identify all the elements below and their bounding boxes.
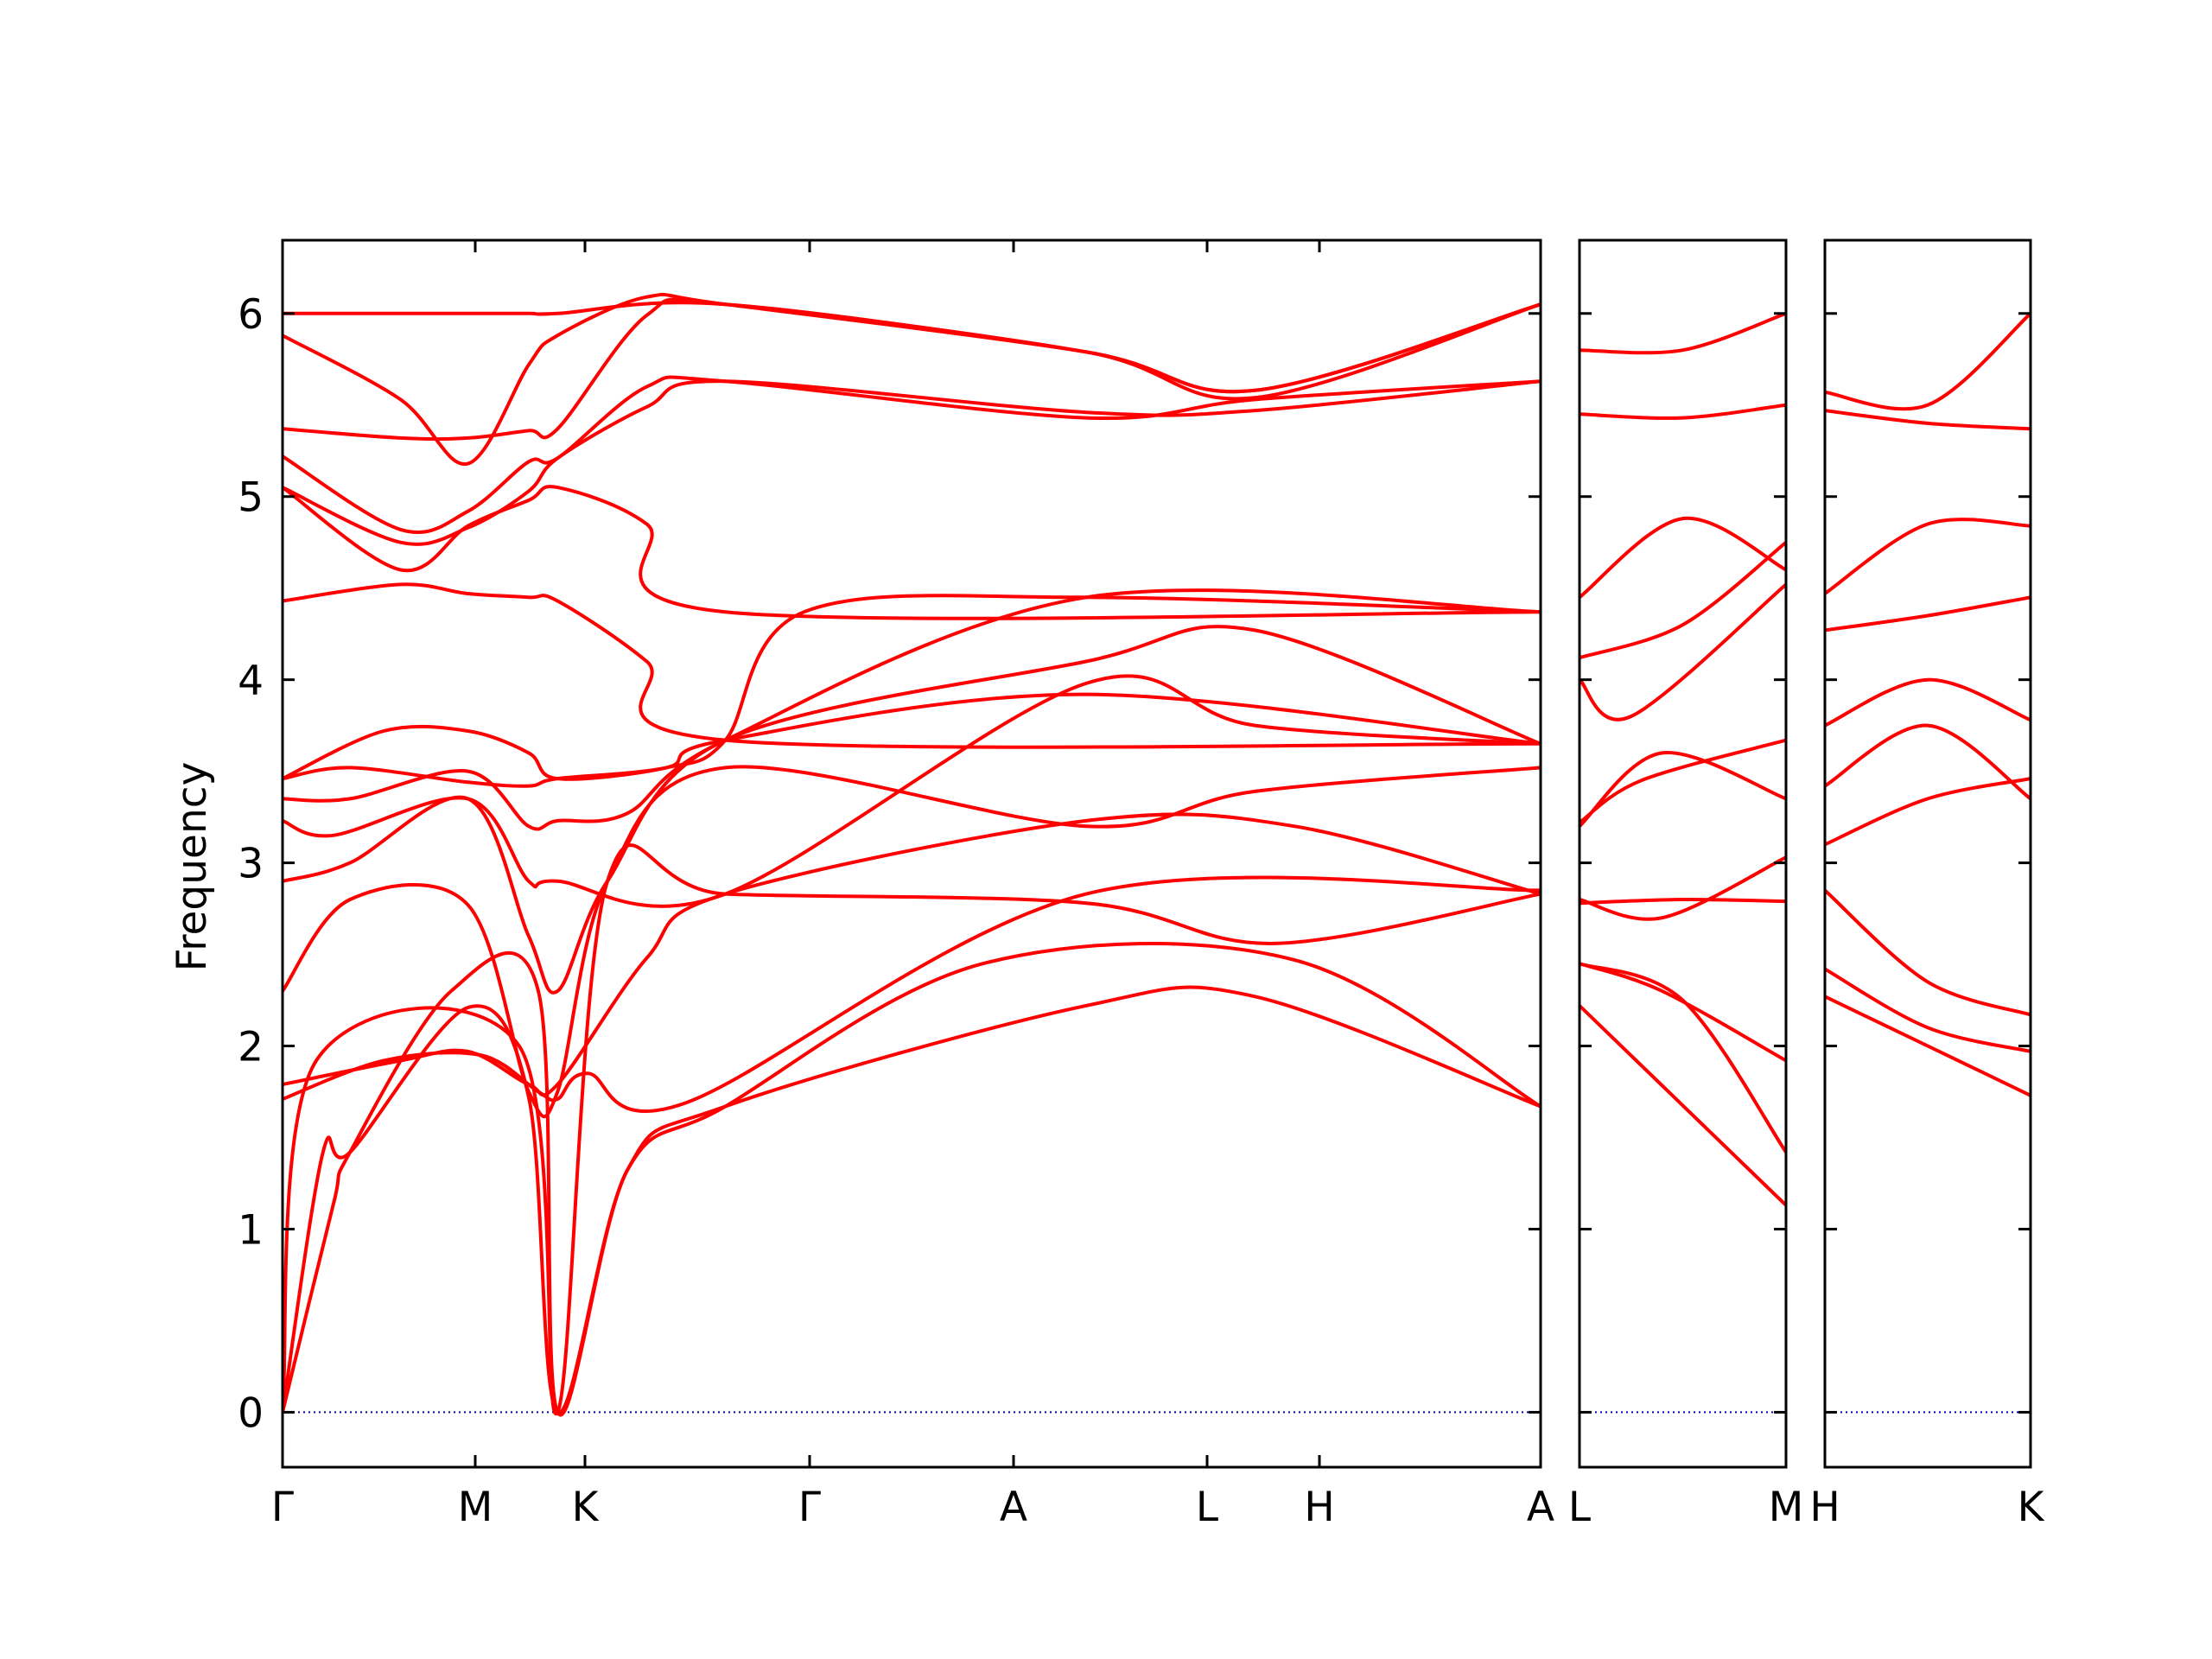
band-line-9: [1580, 540, 1786, 660]
band-line-8: [1825, 518, 2031, 595]
band-line-1: [1580, 1003, 1786, 1207]
y-tick-label-5: 5: [238, 474, 264, 522]
band-line-9: [1825, 409, 2031, 431]
band-line-7: [1580, 738, 1786, 824]
band-line-6: [1580, 751, 1786, 829]
band-line-1: [283, 950, 1541, 1417]
k-point-label-1-6: L: [1196, 1484, 1218, 1531]
bands: [1580, 311, 1786, 1207]
band-line-4: [1825, 777, 2031, 847]
band-line-1: [1825, 995, 2031, 1097]
panel-frame: [1578, 238, 1788, 1469]
band-line-16: [283, 297, 1541, 442]
band-line-3: [1580, 962, 1786, 1063]
k-point-label-1-7: H: [1304, 1484, 1334, 1531]
y-tick-label-4: 4: [238, 658, 264, 705]
k-point-label-3-1: H: [1809, 1484, 1840, 1531]
band-line-10: [1825, 311, 2031, 411]
band-line-9: [283, 588, 1541, 831]
band-line-7: [1825, 595, 2031, 632]
band-line-3: [1825, 888, 2031, 1017]
band-line-11: [1580, 403, 1786, 420]
bands: [283, 292, 1541, 1417]
band-line-2: [283, 942, 1541, 1414]
y-axis-label: Frequency: [168, 762, 216, 972]
k-point-label-1-4: Γ: [798, 1484, 821, 1531]
band-line-4: [283, 875, 1541, 1114]
k-point-label-1-3: K: [572, 1484, 600, 1531]
band-line-11: [283, 692, 1541, 781]
panel-frame: [1823, 238, 2032, 1469]
band-line-5: [1825, 723, 2031, 801]
band-line-10: [1580, 516, 1786, 600]
band-line-6: [283, 765, 1541, 1119]
k-point-label-1-2: M: [458, 1484, 493, 1531]
band-line-8: [1580, 582, 1786, 721]
band-line-7: [283, 625, 1541, 995]
band-line-13: [283, 485, 1541, 620]
band-line-15: [283, 375, 1541, 535]
band-line-12: [1580, 311, 1786, 355]
band-line-5: [1580, 897, 1786, 906]
panel-frame: [281, 238, 1542, 1469]
band-line-3: [283, 843, 1541, 1416]
band-line-18: [283, 301, 1541, 394]
k-point-label-1-8: A: [1527, 1484, 1554, 1531]
k-point-label-2-1: L: [1568, 1484, 1591, 1531]
k-point-label-1-5: A: [1000, 1484, 1027, 1531]
y-tick-label-2: 2: [238, 1024, 264, 1071]
band-line-4: [1580, 855, 1786, 921]
y-tick-label-3: 3: [238, 841, 264, 888]
band-line-8: [283, 674, 1541, 908]
k-point-label-2-2: M: [1769, 1484, 1804, 1531]
band-line-5: [283, 812, 1541, 1097]
y-tick-label-0: 0: [238, 1389, 264, 1437]
band-line-12: [283, 582, 1541, 749]
y-tick-label-1: 1: [238, 1206, 264, 1254]
band-line-14: [283, 379, 1541, 546]
y-tick-labels: 0 1 2 3 4 5 6: [238, 291, 264, 1438]
k-point-label-3-2: K: [2018, 1484, 2045, 1531]
band-line-2: [1580, 962, 1786, 1154]
y-tick-label-6: 6: [238, 291, 264, 339]
band-line-2: [1825, 967, 2031, 1053]
bands: [1825, 311, 2031, 1097]
k-point-label-1-1: Γ: [271, 1484, 294, 1531]
band-line-10: [283, 594, 1541, 788]
band-line-6: [1825, 677, 2031, 728]
